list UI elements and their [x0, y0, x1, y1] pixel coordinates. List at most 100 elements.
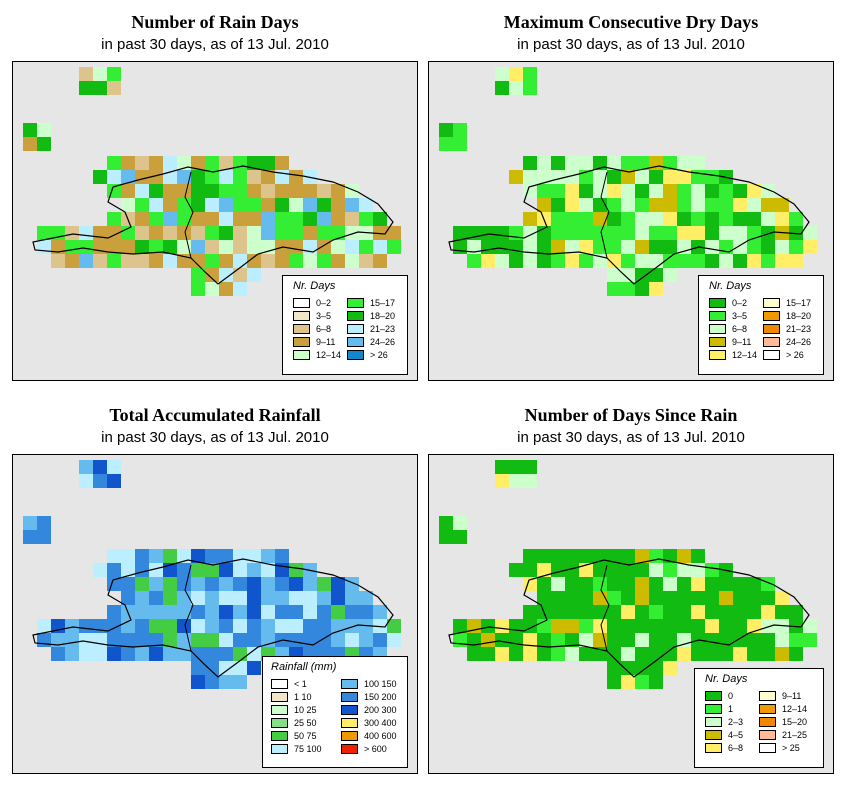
map-cell [163, 549, 177, 563]
panel-title: Maximum Consecutive Dry Days [503, 12, 759, 32]
map-cell [373, 619, 387, 633]
map-cell [733, 605, 747, 619]
map-cell [509, 563, 523, 577]
map-cell [551, 619, 565, 633]
legend-swatch [271, 718, 288, 728]
map-cell [149, 605, 163, 619]
map-cell [107, 170, 121, 184]
legend-swatch [709, 337, 726, 347]
map-cell [387, 240, 401, 254]
map-cell [593, 563, 607, 577]
map-cell [359, 212, 373, 226]
map-cell [649, 661, 663, 675]
map-cell [607, 226, 621, 240]
map-cell [607, 212, 621, 226]
map-cell [691, 591, 705, 605]
map-cell [289, 226, 303, 240]
map-cell [65, 226, 79, 240]
map-cell [565, 605, 579, 619]
map-cell [761, 184, 775, 198]
map-cell [747, 647, 761, 661]
map-cell [303, 254, 317, 268]
legend-label: > 25 [782, 743, 800, 753]
legend-label: 150 200 [364, 692, 397, 702]
map-cell [37, 619, 51, 633]
map-cell [331, 212, 345, 226]
map-cell [121, 198, 135, 212]
map-cell [663, 647, 677, 661]
map-cell [663, 268, 677, 282]
legend-label: > 26 [786, 350, 804, 360]
map-cell [761, 240, 775, 254]
map-cell [247, 563, 261, 577]
map-cell [93, 563, 107, 577]
map-cell [789, 605, 803, 619]
map-cell [523, 240, 537, 254]
map-cell [135, 170, 149, 184]
map-cell [579, 184, 593, 198]
map-cell [775, 240, 789, 254]
map-cell [317, 184, 331, 198]
map-cell [523, 81, 537, 95]
map-cell [177, 605, 191, 619]
map-cell [163, 254, 177, 268]
map-cell [149, 156, 163, 170]
map-cell [677, 226, 691, 240]
map-cell [593, 549, 607, 563]
map-cell [705, 240, 719, 254]
map-cell [775, 591, 789, 605]
map-cell [537, 254, 551, 268]
map-cell [345, 254, 359, 268]
map-cell [649, 226, 663, 240]
panel-subtitle: in past 30 days, as of 13 Jul. 2010 [101, 429, 329, 446]
map-cell [79, 633, 93, 647]
map-cell [733, 591, 747, 605]
map-cell [579, 156, 593, 170]
map-cell [607, 282, 621, 296]
legend-label: 3–5 [732, 311, 748, 321]
map-cell [691, 605, 705, 619]
map-cell [607, 240, 621, 254]
map-cell [579, 254, 593, 268]
map-cell [579, 549, 593, 563]
map-cell [663, 633, 677, 647]
map-cell [219, 240, 233, 254]
country-border [600, 564, 610, 652]
map-cell [359, 633, 373, 647]
map-cell [191, 170, 205, 184]
map-cell [733, 254, 747, 268]
map-cell [387, 619, 401, 633]
map-cell [733, 226, 747, 240]
map-cell [705, 212, 719, 226]
map-cell [677, 577, 691, 591]
map-cell [537, 633, 551, 647]
map-cell [219, 675, 233, 689]
map-cell [565, 240, 579, 254]
legend-swatch [293, 298, 310, 308]
legend-label: 15–17 [370, 298, 396, 308]
map-cell [233, 240, 247, 254]
map-cell [691, 184, 705, 198]
map-cell [649, 633, 663, 647]
legend-label: 15–17 [786, 298, 812, 308]
map-cell [747, 198, 761, 212]
map-cell [289, 563, 303, 577]
map-cell [373, 633, 387, 647]
map-cell [747, 240, 761, 254]
map-cell [649, 619, 663, 633]
map-cell [719, 591, 733, 605]
map-cell [261, 633, 275, 647]
map-cell [523, 605, 537, 619]
map-cell [261, 549, 275, 563]
map-cell [275, 212, 289, 226]
map-cell [275, 591, 289, 605]
map-cell [565, 619, 579, 633]
map-cell [635, 619, 649, 633]
map-grid [439, 67, 817, 296]
legend-title: Nr. Days [293, 280, 336, 292]
map-cell [621, 647, 635, 661]
map-cell [621, 268, 635, 282]
map-cell [345, 198, 359, 212]
map-cell [275, 549, 289, 563]
map-cell [607, 577, 621, 591]
